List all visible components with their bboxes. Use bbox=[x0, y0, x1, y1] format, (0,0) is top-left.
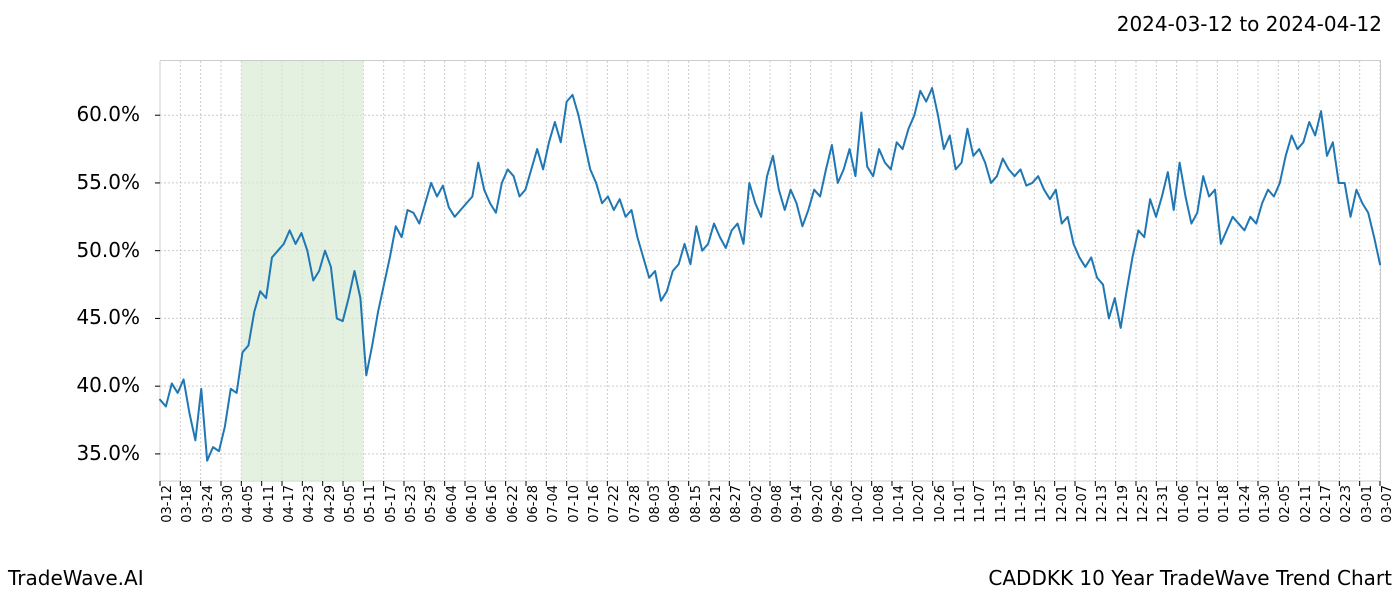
x-tick-label: 05-29 bbox=[424, 485, 439, 523]
x-tick-label: 10-02 bbox=[851, 485, 866, 523]
x-tick-label: 04-17 bbox=[282, 485, 297, 523]
x-tick-label: 09-08 bbox=[770, 485, 785, 523]
x-tick-label: 10-08 bbox=[872, 485, 887, 523]
x-tick-label: 06-04 bbox=[445, 485, 460, 523]
x-axis: 03-12 03-18 03-24 03-30 04-05 04-11 04-17 04-23… bbox=[160, 485, 1380, 565]
x-tick-label: 12-31 bbox=[1156, 485, 1171, 523]
x-tick-label: 05-23 bbox=[404, 485, 419, 523]
x-tick-label: 09-14 bbox=[790, 485, 805, 523]
chart-svg bbox=[160, 61, 1380, 481]
x-tick-label: 03-24 bbox=[201, 485, 216, 523]
x-tick-label: 10-26 bbox=[933, 485, 948, 523]
x-tick-label: 11-13 bbox=[994, 485, 1009, 523]
x-tick-label: 04-05 bbox=[241, 485, 256, 523]
x-tick-label: 04-29 bbox=[323, 485, 338, 523]
x-tick-label: 07-16 bbox=[587, 485, 602, 523]
y-tick-label: 35.0% bbox=[76, 441, 140, 465]
x-tick-label: 07-22 bbox=[607, 485, 622, 523]
x-tick-label: 05-11 bbox=[363, 485, 378, 523]
x-tick-label: 05-17 bbox=[384, 485, 399, 523]
y-tick-label: 45.0% bbox=[76, 305, 140, 329]
x-tick-label: 01-06 bbox=[1177, 485, 1192, 523]
x-tick-label: 02-11 bbox=[1299, 485, 1314, 523]
y-tick-label: 55.0% bbox=[76, 170, 140, 194]
x-tick-label: 03-30 bbox=[221, 485, 236, 523]
x-tick-label: 08-09 bbox=[668, 485, 683, 523]
x-tick-label: 10-20 bbox=[912, 485, 927, 523]
x-tick-label: 03-12 bbox=[160, 485, 175, 523]
y-tick-label: 40.0% bbox=[76, 373, 140, 397]
x-tick-label: 06-16 bbox=[485, 485, 500, 523]
plot-area bbox=[160, 60, 1381, 481]
x-tick-label: 03-18 bbox=[180, 485, 195, 523]
x-tick-label: 08-27 bbox=[729, 485, 744, 523]
x-tick-label: 12-19 bbox=[1116, 485, 1131, 523]
x-tick-label: 11-25 bbox=[1034, 485, 1049, 523]
x-tick-label: 11-01 bbox=[953, 485, 968, 523]
x-tick-label: 08-03 bbox=[648, 485, 663, 523]
x-tick-label: 07-04 bbox=[546, 485, 561, 523]
y-tick-label: 50.0% bbox=[76, 238, 140, 262]
highlight-band bbox=[241, 61, 363, 481]
x-tick-label: 06-22 bbox=[506, 485, 521, 523]
chart-container: { "header": { "date_range": "2024-03-12 … bbox=[0, 0, 1400, 600]
x-tick-label: 04-11 bbox=[262, 485, 277, 523]
x-tick-label: 12-25 bbox=[1136, 485, 1151, 523]
footer-left-label: TradeWave.AI bbox=[8, 566, 144, 590]
x-tick-label: 03-01 bbox=[1360, 485, 1375, 523]
x-tick-label: 07-28 bbox=[628, 485, 643, 523]
x-tick-label: 02-05 bbox=[1278, 485, 1293, 523]
x-tick-label: 03-07 bbox=[1380, 485, 1395, 523]
x-tick-label: 02-17 bbox=[1319, 485, 1334, 523]
x-tick-label: 02-23 bbox=[1339, 485, 1354, 523]
y-axis: 35.0% 40.0% 45.0% 50.0% 55.0% 60.0% bbox=[0, 60, 150, 480]
x-tick-label: 06-28 bbox=[526, 485, 541, 523]
x-tick-label: 08-15 bbox=[689, 485, 704, 523]
x-tick-label: 09-26 bbox=[831, 485, 846, 523]
x-tick-label: 01-30 bbox=[1258, 485, 1273, 523]
x-tick-label: 12-13 bbox=[1095, 485, 1110, 523]
x-tick-label: 04-23 bbox=[302, 485, 317, 523]
x-tick-label: 01-24 bbox=[1238, 485, 1253, 523]
x-tick-label: 10-14 bbox=[892, 485, 907, 523]
x-tick-label: 09-20 bbox=[811, 485, 826, 523]
date-range-label: 2024-03-12 to 2024-04-12 bbox=[1117, 12, 1382, 36]
y-tick-label: 60.0% bbox=[76, 102, 140, 126]
x-tick-label: 06-10 bbox=[465, 485, 480, 523]
x-tick-label: 09-02 bbox=[750, 485, 765, 523]
highlight-group bbox=[241, 61, 363, 481]
x-tick-label: 05-05 bbox=[343, 485, 358, 523]
x-tick-label: 11-19 bbox=[1014, 485, 1029, 523]
x-tick-label: 12-01 bbox=[1055, 485, 1070, 523]
x-tick-label: 08-21 bbox=[709, 485, 724, 523]
x-tick-label: 11-07 bbox=[973, 485, 988, 523]
footer-right-label: CADDKK 10 Year TradeWave Trend Chart bbox=[988, 566, 1392, 590]
x-tick-label: 01-12 bbox=[1197, 485, 1212, 523]
x-tick-label: 01-18 bbox=[1217, 485, 1232, 523]
x-tick-label: 12-07 bbox=[1075, 485, 1090, 523]
x-tick-label: 07-10 bbox=[567, 485, 582, 523]
